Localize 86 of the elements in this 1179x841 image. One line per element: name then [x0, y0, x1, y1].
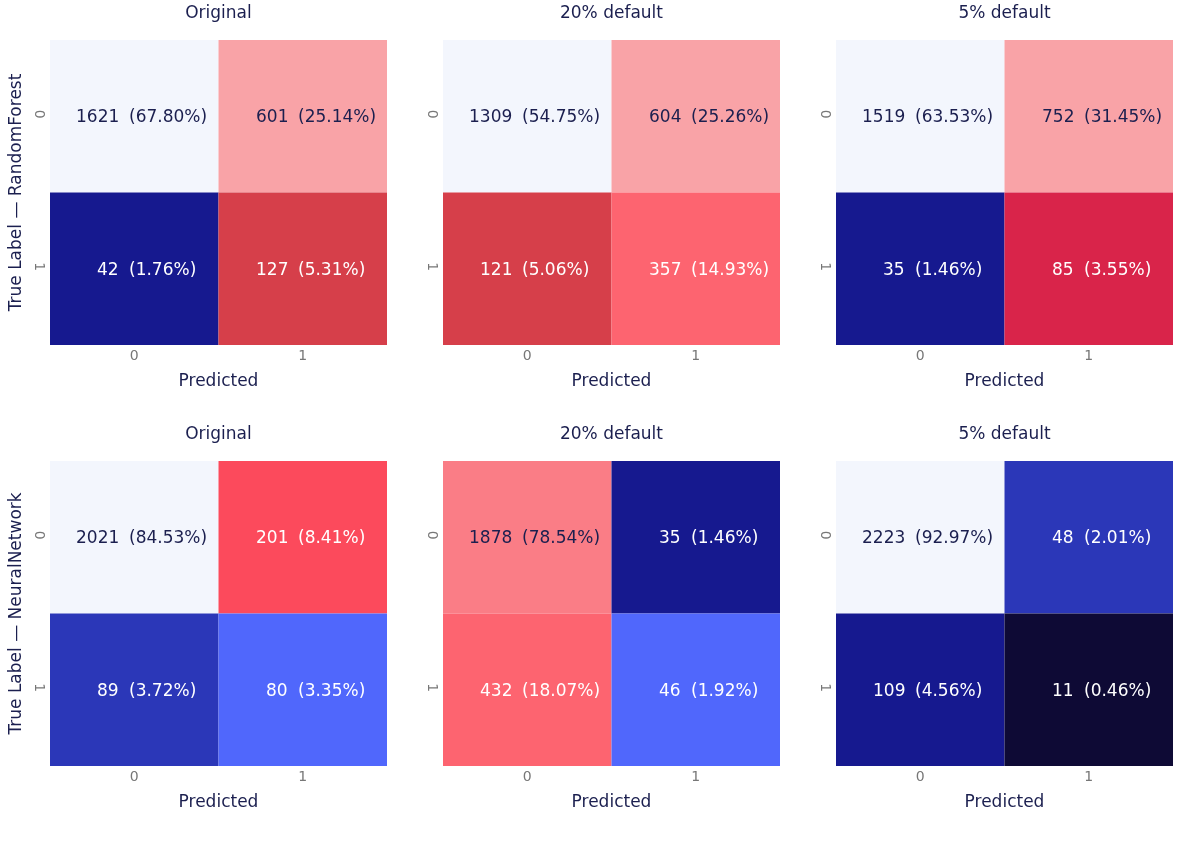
x-tick-label: 0	[915, 768, 925, 784]
data-label: 604	[649, 106, 682, 126]
data-label: 1309	[469, 106, 513, 126]
y-axis-title: True Label — RandomForest	[4, 73, 25, 313]
x-tick-label: 1	[1084, 347, 1094, 363]
annotation: (84.53%)	[129, 527, 208, 547]
data-label: 1519	[862, 106, 906, 126]
annotation: (1.46%)	[691, 527, 759, 547]
data-label: 601	[256, 106, 289, 126]
annotation: (0.46%)	[1084, 680, 1152, 700]
chart-title: 5% default	[958, 2, 1051, 23]
annotation: (18.07%)	[522, 680, 601, 700]
x-tick-label: 1	[691, 768, 701, 784]
annotation: (1.92%)	[691, 680, 759, 700]
x-tick-label: 1	[298, 347, 308, 363]
x-axis-title: Predicted	[178, 791, 259, 812]
data-label: 121	[480, 259, 513, 279]
y-tick-label: 0	[32, 109, 48, 119]
annotation: (5.31%)	[298, 259, 366, 279]
y-tick-label: 0	[32, 530, 48, 540]
chart-title: 5% default	[958, 423, 1051, 444]
annotation: (3.72%)	[129, 680, 197, 700]
annotation: (25.26%)	[691, 106, 770, 126]
data-label: 127	[256, 259, 289, 279]
data-label: 89	[97, 680, 119, 700]
data-label: 1621	[76, 106, 120, 126]
data-label: 11	[1052, 680, 1074, 700]
data-label: 357	[649, 259, 682, 279]
data-label: 85	[1052, 259, 1074, 279]
y-tick-label: 0	[818, 109, 834, 119]
annotation: (2.01%)	[1084, 527, 1152, 547]
y-tick-label: 1	[425, 262, 441, 272]
data-label: 80	[266, 680, 288, 700]
y-axis-title: True Label — NeuralNetwork	[4, 492, 25, 736]
y-tick-label: 1	[818, 683, 834, 693]
x-tick-label: 0	[129, 768, 139, 784]
annotation: (5.06%)	[522, 259, 590, 279]
x-axis-title: Predicted	[964, 370, 1045, 391]
x-axis-title: Predicted	[178, 370, 259, 391]
annotation: (31.45%)	[1084, 106, 1163, 126]
chart-title: Original	[185, 2, 252, 23]
data-label: 42	[97, 259, 119, 279]
chart-title: 20% default	[559, 2, 664, 23]
x-axis-title: Predicted	[571, 370, 652, 391]
y-tick-label: 1	[32, 262, 48, 272]
y-tick-label: 1	[32, 683, 48, 693]
data-label: 432	[480, 680, 513, 700]
annotation: (92.97%)	[915, 527, 994, 547]
x-axis-title: Predicted	[571, 791, 652, 812]
data-label: 752	[1042, 106, 1075, 126]
data-label: 201	[256, 527, 289, 547]
x-axis-title: Predicted	[964, 791, 1045, 812]
x-tick-label: 0	[915, 347, 925, 363]
data-label: 2021	[76, 527, 120, 547]
data-label: 48	[1052, 527, 1074, 547]
data-label: 1878	[469, 527, 513, 547]
annotation: (14.93%)	[691, 259, 770, 279]
y-tick-label: 1	[818, 262, 834, 272]
annotation: (1.46%)	[915, 259, 983, 279]
data-label: 35	[659, 527, 681, 547]
annotation: (54.75%)	[522, 106, 601, 126]
annotation: (4.56%)	[915, 680, 983, 700]
chart-title: 20% default	[559, 423, 664, 444]
data-label: 2223	[862, 527, 906, 547]
annotation: (63.53%)	[915, 106, 994, 126]
annotation: (3.35%)	[298, 680, 366, 700]
x-tick-label: 1	[1084, 768, 1094, 784]
chart-title: Original	[185, 423, 252, 444]
data-label: 35	[883, 259, 905, 279]
y-tick-label: 1	[425, 683, 441, 693]
x-tick-label: 1	[298, 768, 308, 784]
y-tick-label: 0	[425, 109, 441, 119]
y-tick-label: 0	[425, 530, 441, 540]
annotation: (25.14%)	[298, 106, 377, 126]
x-tick-label: 0	[129, 347, 139, 363]
annotation: (1.76%)	[129, 259, 197, 279]
annotation: (78.54%)	[522, 527, 601, 547]
x-tick-label: 1	[691, 347, 701, 363]
x-tick-label: 0	[522, 347, 532, 363]
data-label: 46	[659, 680, 681, 700]
annotation: (8.41%)	[298, 527, 366, 547]
y-tick-label: 0	[818, 530, 834, 540]
annotation: (3.55%)	[1084, 259, 1152, 279]
annotation: (67.80%)	[129, 106, 208, 126]
x-tick-label: 0	[522, 768, 532, 784]
data-label: 109	[873, 680, 906, 700]
